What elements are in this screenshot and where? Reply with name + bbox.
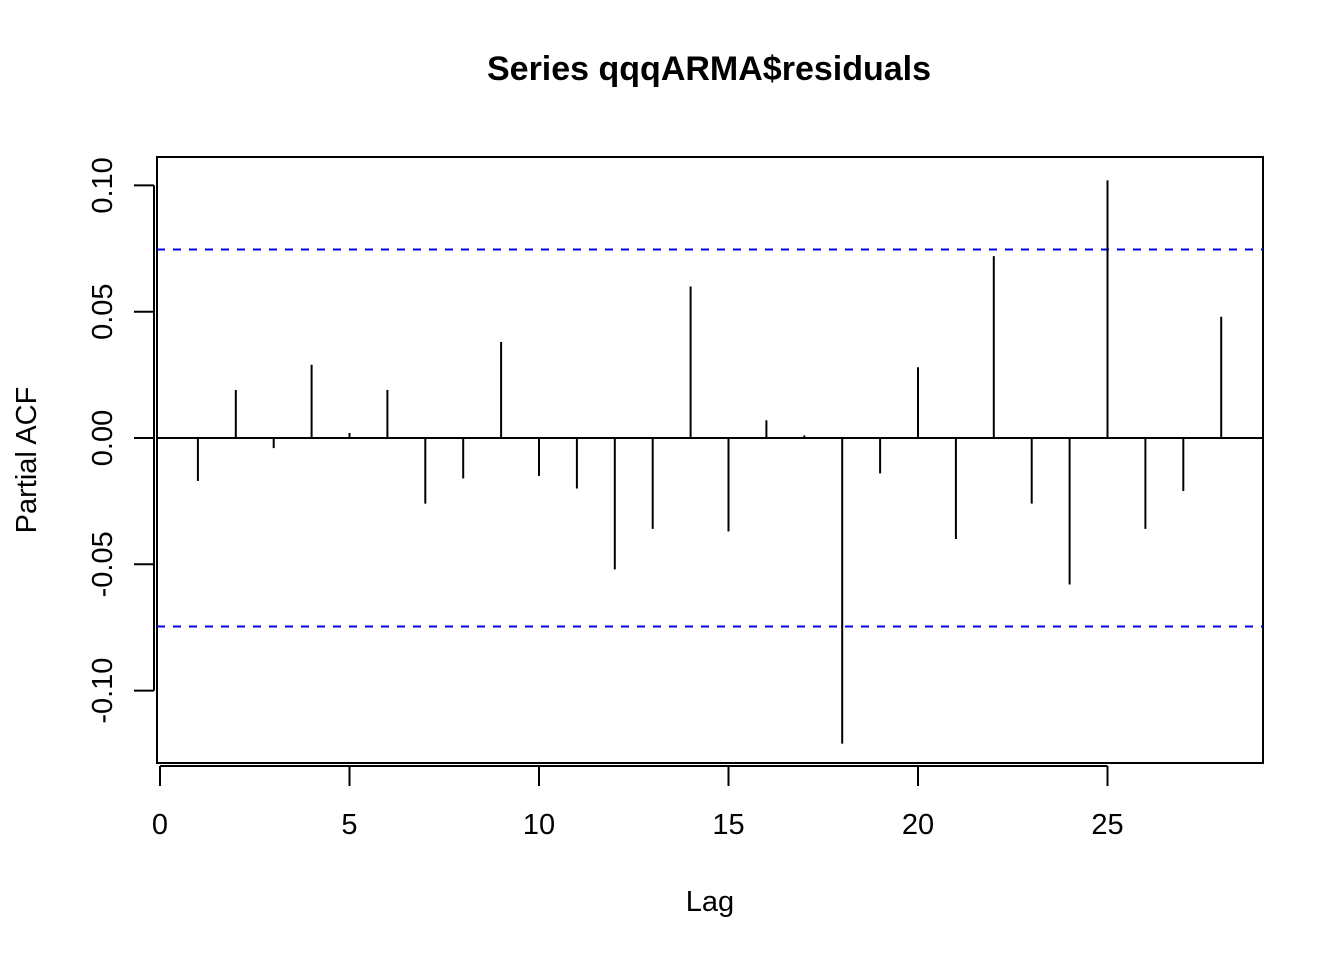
y-tick-label: 0.10	[87, 157, 119, 213]
x-axis-label: Lag	[686, 886, 734, 918]
y-axis: -0.10 -0.05 0.00 0.05 0.10	[87, 157, 155, 724]
x-tick-label: 25	[1091, 809, 1123, 841]
x-axis: 0 5 10 15 20 25	[152, 765, 1124, 841]
y-tick-label: -0.05	[87, 531, 119, 597]
y-axis-label: Partial ACF	[11, 387, 43, 534]
plot-frame	[156, 156, 1264, 764]
y-tick-label: 0.05	[87, 283, 119, 339]
chart-title: Series qqqARMA$residuals	[487, 50, 931, 88]
x-tick-label: 10	[523, 809, 555, 841]
x-tick-label: 5	[341, 809, 357, 841]
x-tick-label: 0	[152, 809, 168, 841]
y-tick-label: 0.00	[87, 410, 119, 466]
x-tick-label: 20	[902, 809, 934, 841]
y-tick-label: -0.10	[87, 658, 119, 724]
x-tick-label: 15	[712, 809, 744, 841]
